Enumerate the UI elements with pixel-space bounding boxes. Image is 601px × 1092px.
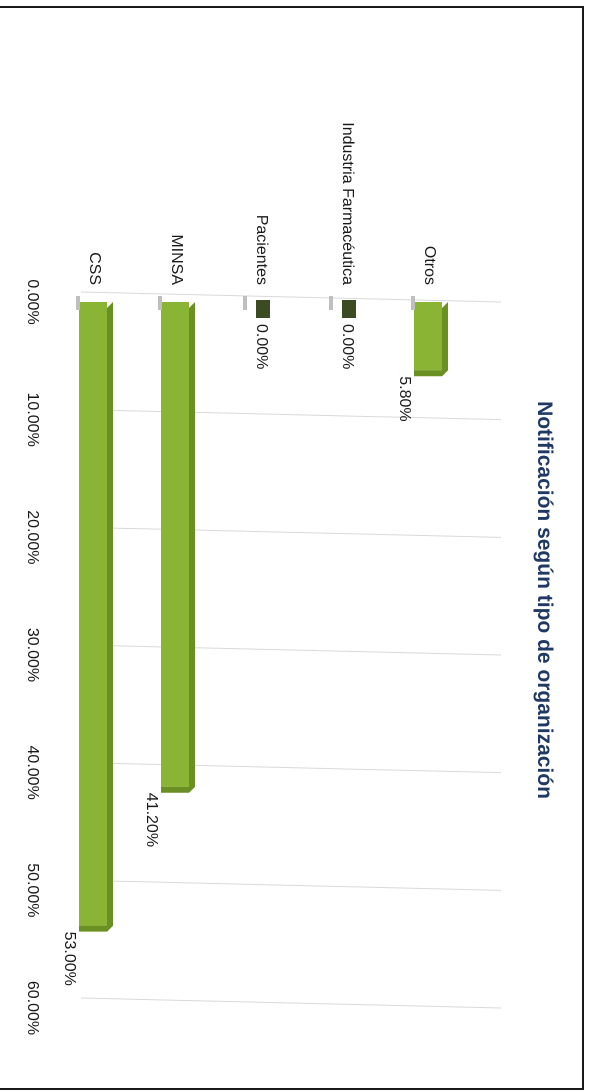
bar-base-shadow xyxy=(158,296,162,310)
gridline xyxy=(80,644,502,656)
bar-top-face xyxy=(442,302,448,377)
bar-zero-marker xyxy=(256,300,270,318)
tick-label: 30.00% xyxy=(24,628,41,682)
bar-pacientes xyxy=(243,296,270,318)
bar-otros xyxy=(411,296,448,377)
gridline xyxy=(80,762,502,774)
bar-base-shadow xyxy=(411,296,415,310)
gridline xyxy=(80,879,502,891)
tick-label: 60.00% xyxy=(24,981,41,1035)
bar-base-shadow xyxy=(243,296,247,310)
category-label-minsa: MINSA xyxy=(168,234,185,285)
chart-title: Notificación según tipo de organización xyxy=(533,401,556,799)
bar-end-face xyxy=(414,370,448,377)
bar-top-face xyxy=(107,302,113,932)
bar-front-face xyxy=(414,302,442,371)
bars xyxy=(76,296,448,932)
axis-tick-labels: 0.00% 10.00% 20.00% 30.00% 40.00% 50.00% 60.00… xyxy=(24,279,41,1035)
category-label-otros: Otros xyxy=(421,246,438,285)
data-label-pacientes: 0.00% xyxy=(253,324,270,369)
category-label-pacientes: Pacientes xyxy=(253,215,270,285)
bar-minsa xyxy=(158,296,195,793)
tick-label: 20.00% xyxy=(24,510,41,564)
tick-label: 40.00% xyxy=(24,746,41,800)
data-label-otros: 5.80% xyxy=(396,376,413,421)
data-label-minsa: 41.20% xyxy=(143,793,160,847)
category-labels: Otros Industria Farmacéutica Pacientes MINS… xyxy=(86,122,438,285)
bar-base-shadow xyxy=(329,296,333,310)
tick-label: 50.00% xyxy=(24,863,41,917)
gridline xyxy=(80,409,502,421)
gridline xyxy=(80,526,502,538)
bar-front-face xyxy=(161,302,189,787)
gridline xyxy=(80,997,502,1009)
bar-end-face xyxy=(79,925,113,932)
tick-label: 10.00% xyxy=(24,393,41,447)
bar-industria-farmaceutica xyxy=(329,296,356,318)
gridline xyxy=(80,291,502,303)
bar-base-shadow xyxy=(76,296,80,310)
bar-css xyxy=(76,296,113,932)
category-label-css: CSS xyxy=(86,252,103,285)
bar-zero-marker xyxy=(342,300,356,318)
data-label-css: 53.00% xyxy=(61,932,78,986)
gridlines xyxy=(80,291,502,1009)
data-label-industria-farmaceutica: 0.00% xyxy=(339,324,356,369)
category-label-industria-farmaceutica: Industria Farmacéutica xyxy=(339,122,356,285)
bar-front-face xyxy=(79,302,107,926)
data-labels: 5.80% 0.00% 0.00% 41.20% 53.00% xyxy=(61,324,413,986)
chart-frame xyxy=(0,6,584,1090)
bar-end-face xyxy=(161,786,195,793)
tick-label: 0.00% xyxy=(24,279,41,324)
bar-top-face xyxy=(189,302,195,793)
